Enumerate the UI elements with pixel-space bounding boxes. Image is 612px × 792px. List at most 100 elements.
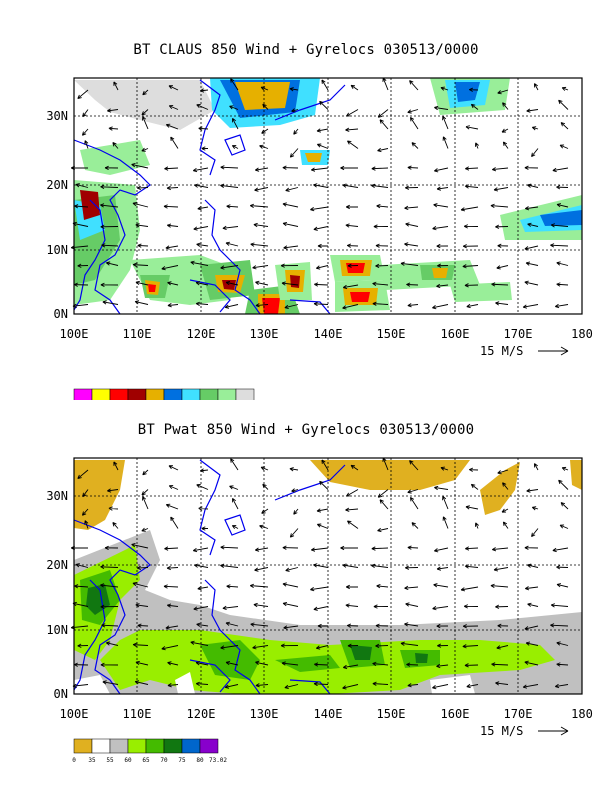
wind-arrow [436,566,449,571]
wind-arrow [468,467,479,472]
wind-arrow [293,128,299,135]
svg-text:20N: 20N [46,558,68,572]
wind-arrow [315,645,329,650]
wind-arrow [170,136,179,149]
wind-arrow [105,261,119,266]
wind-arrow [255,280,269,286]
wind-arrow [474,142,479,149]
svg-text:130E: 130E [250,707,279,721]
wind-arrow [496,265,509,270]
wind-arrow [433,583,449,588]
wind-arrow [283,625,299,630]
wind-arrow [525,261,539,266]
wind-arrow [131,543,149,549]
wind-arrow [255,660,269,666]
wind-arrow [75,183,89,188]
wind-arrow [132,262,149,267]
wind-arrow [377,527,389,533]
colorbar-swatch [73,738,93,754]
wind-arrow [464,564,479,569]
wind-arrow [342,284,359,290]
wind-arrow [77,643,89,648]
wind-arrow [556,185,569,190]
wind-arrow [316,508,329,513]
wind-arrow [222,225,239,231]
wind-vectors [70,457,569,690]
wind-arrow [166,565,179,571]
wind-arrow [371,563,389,568]
colorbar-label: 73.02 [209,757,227,764]
wind-arrow [474,522,479,529]
wind-arrow [526,108,539,113]
wind-arrow [379,119,389,130]
wind-arrow [432,684,449,690]
wind-arrow [142,496,149,510]
wind-arrow [404,205,419,211]
wind-arrow [168,85,179,91]
wind-arrow [100,662,119,667]
wind-arrow [136,185,149,191]
wind-arrow [280,643,299,648]
wind-arrow [167,281,179,286]
wind-arrow [280,263,299,268]
wind-arrow [440,466,449,471]
wind-arrow [501,508,509,513]
wind-arrow [77,469,89,480]
wind-arrow [464,283,479,288]
wind-arrow [377,147,389,153]
wind-arrow [493,187,509,192]
y-axis-labels: 0N 10N 20N 30N [46,489,68,701]
wind-arrow [550,223,569,228]
wind-arrow [134,300,149,305]
wind-arrow [317,623,329,629]
wind-arrow [436,663,449,669]
wind-arrow [108,126,119,131]
wind-arrow [220,563,239,568]
wind-arrow [192,167,209,173]
wind-arrow [527,183,539,188]
wind-arrow [195,681,209,686]
wind-arrow [113,461,119,471]
wind-arrow [407,303,419,308]
wind-arrow [409,80,419,91]
wind-arrow [220,265,239,270]
wind-arrow [400,261,419,266]
wind-arrow [524,245,539,251]
wind-arrow [104,165,119,171]
wind-arrow [224,304,239,309]
wind-arrow [293,508,299,515]
svg-text:20N: 20N [46,178,68,192]
wind-arrow [254,187,269,192]
svg-text:110E: 110E [123,707,152,721]
wind-arrow [198,506,209,511]
svg-text:0N: 0N [54,687,68,701]
wind-arrow [197,586,209,591]
wind-arrow [522,304,539,309]
wind-arrow [137,243,149,248]
wind-arrow [432,226,449,231]
wind-arrow [81,128,89,136]
wind-arrow [284,684,299,689]
wind-arrow [73,662,89,667]
wind-arrow [463,224,479,229]
wind-arrow [495,224,509,229]
wind-arrow [533,463,539,471]
wind-arrow [556,261,569,266]
wind-arrow [496,645,509,650]
wind-arrow [437,643,449,648]
wind-arrow [405,565,419,570]
wind-arrow [282,202,299,208]
wind-arrow [350,464,359,471]
colorbar-swatch [163,738,183,754]
wind-arrow [372,301,389,306]
wind-arrow [345,603,359,608]
wind-arrow [131,163,149,169]
wind-arrow [82,489,89,498]
pwat-map-panel: 100E 110E 120E 130E 140E 150E 160E 170E … [46,457,593,764]
wind-arrow [165,503,179,510]
wind-arrow [436,243,449,249]
wind-arrow [77,89,89,100]
wind-arrow [497,243,509,248]
wind-arrow [226,204,239,209]
wind-arrow [340,545,359,551]
